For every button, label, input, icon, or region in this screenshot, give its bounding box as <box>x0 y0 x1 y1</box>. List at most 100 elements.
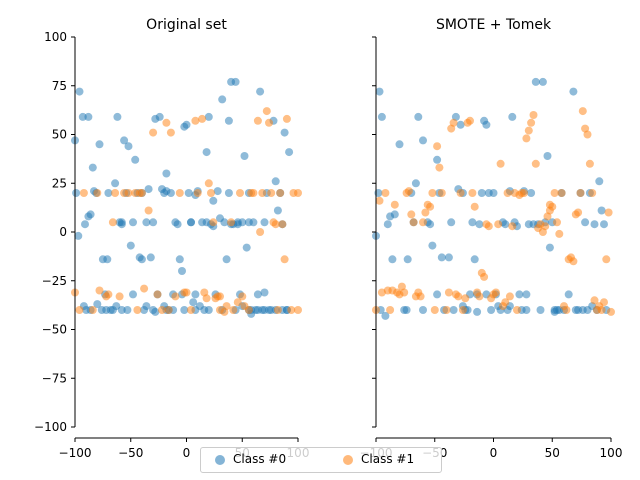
data-point-class-1 <box>149 128 158 137</box>
data-point-class-0 <box>184 189 193 197</box>
data-point-class-0 <box>149 218 158 227</box>
data-point-class-1 <box>93 189 102 197</box>
data-point-class-1 <box>88 306 97 314</box>
data-point-class-0 <box>260 218 269 227</box>
data-point-class-1 <box>175 189 184 197</box>
data-point-class-1 <box>604 208 613 217</box>
data-point-class-0 <box>189 298 198 307</box>
data-point-class-1 <box>404 187 413 196</box>
data-point-class-1 <box>491 288 500 297</box>
data-point-class-1 <box>475 292 484 301</box>
data-point-class-0 <box>426 220 435 229</box>
data-point-class-0 <box>117 218 126 227</box>
data-point-class-0 <box>508 112 517 121</box>
data-point-class-0 <box>93 300 102 309</box>
data-point-class-1 <box>244 306 253 314</box>
data-point-class-1 <box>287 306 296 314</box>
data-point-class-1 <box>583 130 592 139</box>
data-point-class-1 <box>505 292 514 301</box>
data-point-class-0 <box>482 120 491 129</box>
data-point-class-0 <box>419 306 427 314</box>
data-point-class-0 <box>260 288 269 297</box>
data-point-class-0 <box>86 210 95 219</box>
data-point-class-0 <box>180 306 189 314</box>
data-point-class-1 <box>600 298 608 307</box>
y-tick-label: −100 <box>34 420 67 434</box>
data-point-class-0 <box>151 307 160 316</box>
data-point-class-0 <box>84 112 93 121</box>
legend-marker-class-1 <box>343 454 353 465</box>
data-point-class-1 <box>124 189 133 197</box>
data-point-class-0 <box>74 231 83 240</box>
data-point-class-0 <box>78 112 87 121</box>
data-point-class-1 <box>484 222 493 231</box>
data-point-class-0 <box>204 306 213 314</box>
y-tick-label: −50 <box>42 323 67 337</box>
data-point-class-1 <box>153 290 162 299</box>
data-point-class-1 <box>133 306 142 314</box>
data-point-class-1 <box>253 116 262 125</box>
data-point-class-0 <box>233 218 242 227</box>
legend-marker-class-0 <box>215 454 225 465</box>
data-point-class-1 <box>166 128 175 137</box>
data-point-class-1 <box>276 189 285 197</box>
data-point-class-0 <box>224 189 233 197</box>
data-point-class-0 <box>191 290 200 299</box>
data-point-class-0 <box>187 218 195 227</box>
data-point-class-0 <box>395 140 404 149</box>
data-point-class-1 <box>115 292 124 301</box>
data-point-class-1 <box>458 306 467 314</box>
data-point-class-1 <box>386 306 395 314</box>
y-tick-label: 50 <box>52 128 67 142</box>
data-point-class-1 <box>79 189 88 197</box>
data-point-class-0 <box>456 120 465 129</box>
data-point-class-1 <box>202 294 211 303</box>
data-point-class-1 <box>249 189 258 197</box>
data-point-class-1 <box>198 114 207 123</box>
data-point-class-1 <box>545 200 554 209</box>
data-point-class-0 <box>569 87 578 96</box>
data-point-class-1 <box>416 292 425 301</box>
data-point-class-1 <box>256 228 265 236</box>
data-point-class-1 <box>541 222 550 231</box>
data-point-class-1 <box>204 179 213 188</box>
data-point-class-0 <box>433 290 442 299</box>
data-point-class-1 <box>501 298 510 307</box>
data-point-class-1 <box>280 255 289 264</box>
data-point-class-0 <box>175 255 184 264</box>
data-point-class-1 <box>529 111 538 119</box>
data-point-class-1 <box>524 126 533 135</box>
data-point-class-1 <box>137 189 146 197</box>
data-point-class-1 <box>569 257 578 266</box>
legend: Class #0 Class #1 <box>200 447 442 473</box>
data-point-class-0 <box>271 177 280 186</box>
data-point-class-1 <box>508 222 517 231</box>
data-point-class-0 <box>129 218 137 227</box>
data-point-class-1 <box>527 118 536 127</box>
x-tick-label: 0 <box>183 446 191 460</box>
chart-title: Original set <box>146 17 227 33</box>
data-point-class-1 <box>430 306 439 314</box>
data-point-class-0 <box>155 112 164 121</box>
data-point-class-0 <box>253 306 262 314</box>
data-point-class-0 <box>280 128 289 137</box>
data-point-class-0 <box>202 148 211 157</box>
data-point-class-1 <box>216 292 224 301</box>
data-point-class-0 <box>527 189 536 197</box>
data-point-class-0 <box>501 220 510 229</box>
data-point-class-1 <box>470 202 479 211</box>
data-point-class-0 <box>538 77 547 86</box>
data-point-class-0 <box>142 302 151 311</box>
y-tick-label: −25 <box>42 274 67 288</box>
data-point-class-1 <box>158 306 166 314</box>
y-tick-label: 100 <box>44 30 67 44</box>
data-point-class-1 <box>390 200 399 209</box>
data-point-class-1 <box>444 288 453 297</box>
data-point-class-0 <box>447 218 456 227</box>
data-point-class-1 <box>513 306 521 314</box>
legend-item-class-1: Class #1 <box>343 452 414 466</box>
data-point-class-0 <box>162 169 171 178</box>
chart-title: SMOTE + Tomek <box>436 17 552 33</box>
data-point-class-0 <box>444 253 453 262</box>
data-point-class-1 <box>468 189 477 197</box>
